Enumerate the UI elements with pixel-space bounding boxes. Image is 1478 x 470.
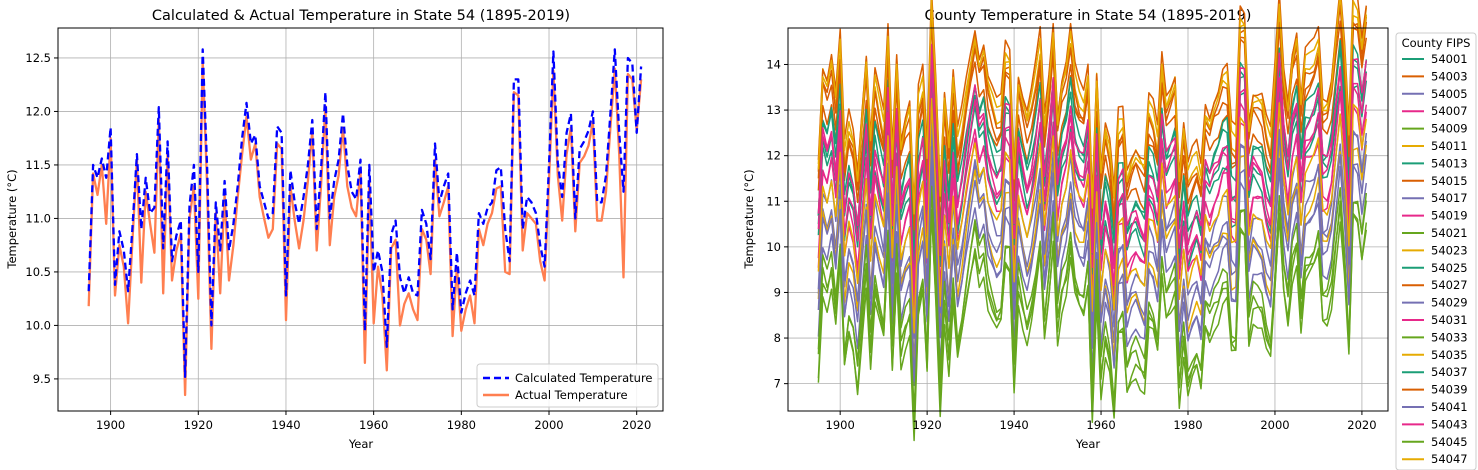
legend-label: 54017 bbox=[1431, 191, 1468, 205]
y-tick-label: 12 bbox=[766, 149, 781, 163]
y-tick-label: 11.5 bbox=[25, 158, 51, 172]
legend-label: 54045 bbox=[1431, 435, 1468, 449]
legend-label: 54009 bbox=[1431, 122, 1468, 136]
legend-label: 54047 bbox=[1431, 452, 1468, 466]
chart1-legend-label-calculated: Calculated Temperature bbox=[515, 371, 653, 385]
chart2-lines bbox=[817, 0, 1368, 442]
y-tick-label: 9 bbox=[774, 285, 781, 299]
y-tick-label: 10.0 bbox=[25, 318, 51, 332]
chart1-ticks: 1900 1920 1940 1960 1980 2000 2020 9.5 10.0 10.5 1… bbox=[25, 51, 651, 432]
legend-label: 54039 bbox=[1431, 383, 1468, 397]
chart1-legend-box bbox=[476, 363, 659, 408]
legend-label: 54011 bbox=[1431, 139, 1468, 153]
series-calculated-line bbox=[87, 48, 643, 378]
x-tick-label: 1900 bbox=[96, 418, 125, 432]
chart1-xlabel: Year bbox=[348, 437, 374, 451]
legend-label: 54005 bbox=[1431, 87, 1468, 101]
x-tick-label: 2000 bbox=[534, 418, 563, 432]
chart2-legend: County FIPS 54001 54003 54005 54007 54009 540… bbox=[1395, 32, 1477, 470]
chart2-xlabel: Year bbox=[1075, 437, 1101, 451]
chart1-title: Calculated & Actual Temperature in State… bbox=[152, 8, 570, 24]
x-tick-label: 1940 bbox=[999, 418, 1028, 432]
y-tick-label: 8 bbox=[774, 331, 781, 345]
x-tick-label: 1960 bbox=[1086, 418, 1115, 432]
x-tick-label: 1940 bbox=[271, 418, 300, 432]
x-tick-label: 1980 bbox=[447, 418, 476, 432]
x-tick-label: 1920 bbox=[912, 418, 941, 432]
county-series-line bbox=[817, 145, 1368, 382]
legend-label: 54007 bbox=[1431, 104, 1468, 118]
y-tick-label: 12.0 bbox=[25, 104, 51, 118]
chart2-plot-frame bbox=[787, 27, 1389, 412]
x-tick-label: 1960 bbox=[359, 418, 388, 432]
x-tick-label: 1920 bbox=[184, 418, 213, 432]
legend-label: 54027 bbox=[1431, 278, 1468, 292]
legend-label: 54003 bbox=[1431, 69, 1468, 83]
legend-label: 54029 bbox=[1431, 296, 1468, 310]
chart1-legend: Calculated Temperature Actual Temperatur… bbox=[476, 363, 659, 408]
y-tick-label: 13 bbox=[766, 103, 781, 117]
chart1-legend-label-actual: Actual Temperature bbox=[515, 388, 628, 402]
x-tick-label: 1980 bbox=[1173, 418, 1202, 432]
legend-label: 54021 bbox=[1431, 226, 1468, 240]
legend-label: 54031 bbox=[1431, 313, 1468, 327]
chart2-legend-title: County FIPS bbox=[1402, 36, 1471, 50]
legend-label: 54013 bbox=[1431, 156, 1468, 170]
legend-label: 54023 bbox=[1431, 243, 1468, 257]
x-tick-label: 1900 bbox=[826, 418, 855, 432]
county-series-line bbox=[817, 0, 1368, 215]
legend-label: 54041 bbox=[1431, 400, 1468, 414]
legend-label: 54033 bbox=[1431, 330, 1468, 344]
legend-label: 54043 bbox=[1431, 417, 1468, 431]
x-tick-label: 2020 bbox=[1347, 418, 1376, 432]
y-tick-label: 14 bbox=[766, 57, 781, 71]
chart2-legend-box bbox=[1395, 32, 1477, 470]
chart-calculated-actual: Calculated & Actual Temperature in State… bbox=[5, 8, 664, 451]
legend-label: 54035 bbox=[1431, 348, 1468, 362]
chart2-ticks: 1900 1920 1940 1960 1980 2000 2020 7 8 9 10 11 12 13 1… bbox=[766, 57, 1376, 432]
chart1-plot-frame bbox=[57, 27, 664, 412]
y-tick-label: 11 bbox=[766, 194, 781, 208]
y-tick-label: 9.5 bbox=[33, 372, 51, 386]
legend-label: 54015 bbox=[1431, 174, 1468, 188]
legend-label: 54025 bbox=[1431, 261, 1468, 275]
x-tick-label: 2020 bbox=[622, 418, 651, 432]
legend-label: 54001 bbox=[1431, 52, 1468, 66]
county-series-line bbox=[817, 43, 1368, 290]
chart-county-temperature: County Temperature in State 54 (1895-201… bbox=[742, 0, 1477, 470]
y-tick-label: 10 bbox=[766, 240, 781, 254]
chart1-lines bbox=[87, 48, 643, 397]
x-tick-label: 2000 bbox=[1260, 418, 1289, 432]
legend-label: 54019 bbox=[1431, 209, 1468, 223]
chart2-title: County Temperature in State 54 (1895-201… bbox=[925, 8, 1252, 24]
legend-label: 54037 bbox=[1431, 365, 1468, 379]
y-tick-label: 7 bbox=[774, 377, 781, 391]
y-tick-label: 12.5 bbox=[25, 51, 51, 65]
chart1-ylabel: Temperature (°C) bbox=[5, 169, 19, 269]
chart2-ylabel: Temperature (°C) bbox=[742, 169, 756, 269]
y-tick-label: 11.0 bbox=[25, 211, 51, 225]
county-series-line bbox=[817, 97, 1368, 334]
y-tick-label: 10.5 bbox=[25, 265, 51, 279]
county-series-line bbox=[817, 208, 1368, 442]
